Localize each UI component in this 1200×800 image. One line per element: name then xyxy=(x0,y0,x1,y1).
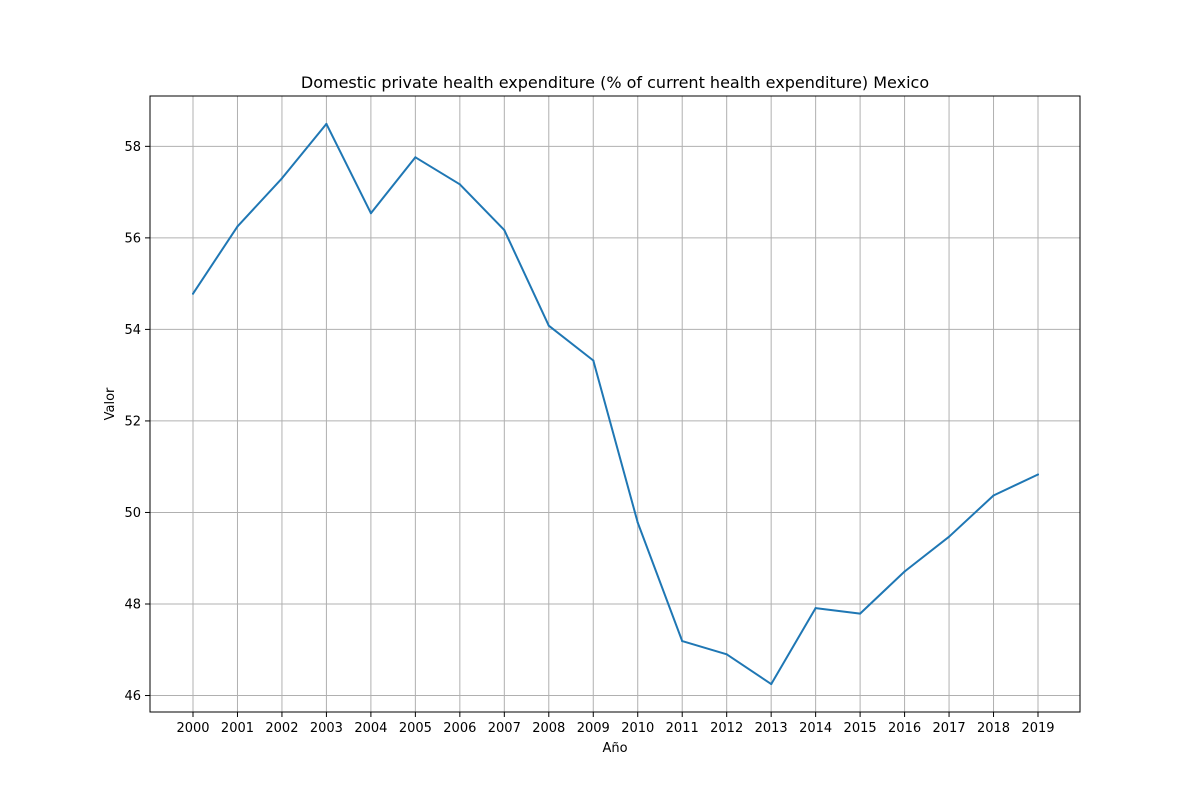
x-tick-label: 2016 xyxy=(888,721,921,736)
data-point-2017 xyxy=(948,535,951,538)
data-point-2011 xyxy=(681,640,684,643)
y-axis-ticks: 46 48 50 52 54 56 58 xyxy=(124,140,150,704)
y-axis-label: Valor xyxy=(103,387,118,420)
series-line xyxy=(192,122,1039,686)
x-tick-label: 2014 xyxy=(799,721,832,736)
data-point-2010 xyxy=(636,521,639,524)
data-point-2004 xyxy=(369,212,372,215)
data-point-2019 xyxy=(1037,473,1039,476)
x-tick-label: 2006 xyxy=(443,721,476,736)
x-axis-ticks: 2000 2001 2002 2003 2004 2005 2006 2007 2008 2009… xyxy=(176,712,1055,736)
x-tick-label: 2007 xyxy=(488,721,521,736)
data-point-2006 xyxy=(458,183,461,186)
x-tick-label: 2003 xyxy=(310,721,343,736)
data-point-2007 xyxy=(503,229,506,232)
x-tick-label: 2000 xyxy=(176,721,209,736)
y-tick-label: 56 xyxy=(124,231,141,246)
data-point-2009 xyxy=(592,359,595,362)
x-tick-label: 2013 xyxy=(755,721,788,736)
data-point-2014 xyxy=(814,607,817,610)
data-series-layer xyxy=(192,122,1039,686)
vertical-grid-lines xyxy=(192,96,1039,712)
x-axis-label: Año xyxy=(602,741,627,756)
x-tick-label: 2011 xyxy=(666,721,699,736)
y-tick-label: 50 xyxy=(124,506,141,521)
data-point-2018 xyxy=(992,494,995,497)
data-point-2015 xyxy=(859,612,862,615)
y-tick-label: 46 xyxy=(124,689,141,704)
y-tick-label: 48 xyxy=(124,597,141,612)
x-tick-label: 2009 xyxy=(577,721,610,736)
x-tick-label: 2017 xyxy=(933,721,966,736)
y-tick-label: 58 xyxy=(124,140,141,155)
data-point-2013 xyxy=(770,683,773,686)
data-point-2016 xyxy=(903,570,906,573)
plot-area-frame xyxy=(149,95,1081,713)
data-point-2005 xyxy=(414,156,417,159)
x-tick-label: 2005 xyxy=(399,721,432,736)
data-point-2000 xyxy=(192,292,194,295)
data-point-2008 xyxy=(547,324,550,327)
chart-title: Domestic private health expenditure (% o… xyxy=(301,73,929,92)
x-tick-label: 2001 xyxy=(221,721,254,736)
data-point-2003 xyxy=(325,122,328,125)
data-point-2002 xyxy=(280,177,283,180)
data-point-2001 xyxy=(236,225,239,228)
x-tick-label: 2004 xyxy=(354,721,387,736)
x-tick-label: 2008 xyxy=(532,721,565,736)
x-tick-label: 2015 xyxy=(844,721,877,736)
horizontal-grid-lines xyxy=(150,145,1080,697)
x-tick-label: 2019 xyxy=(1021,721,1054,736)
y-tick-label: 54 xyxy=(124,323,141,338)
x-tick-label: 2002 xyxy=(265,721,298,736)
data-point-2012 xyxy=(725,653,728,656)
x-tick-label: 2018 xyxy=(977,721,1010,736)
x-tick-label: 2012 xyxy=(710,721,743,736)
y-tick-label: 52 xyxy=(124,414,141,429)
x-tick-label: 2010 xyxy=(621,721,654,736)
